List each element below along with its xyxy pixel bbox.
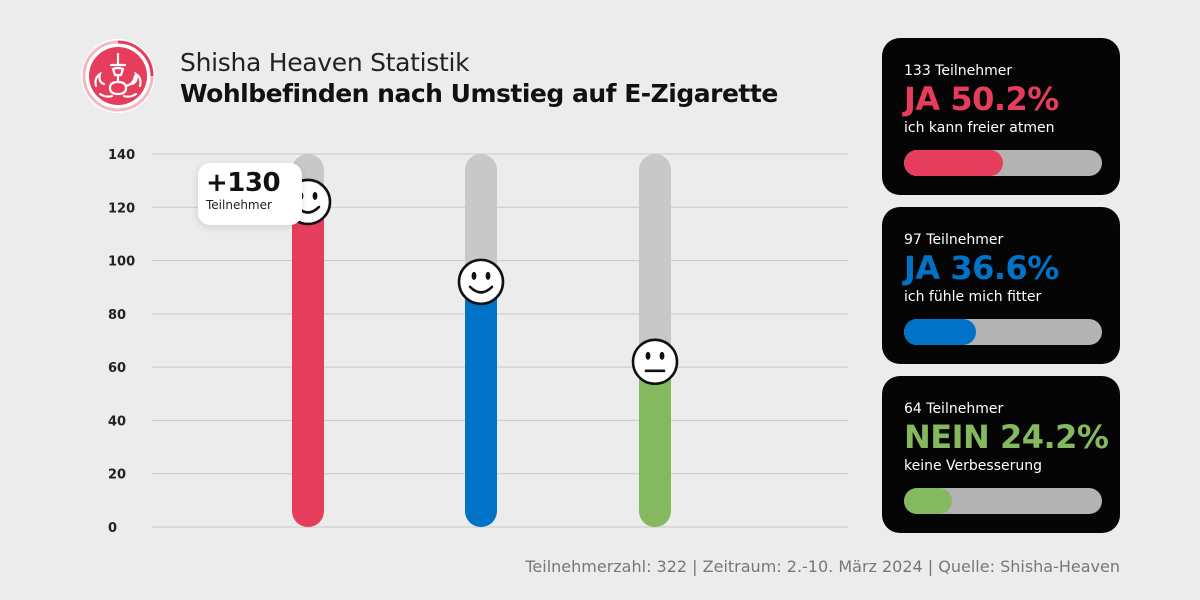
progress-track: [904, 488, 1102, 514]
progress-track: [904, 150, 1102, 176]
smiley-neutral-icon: [631, 338, 679, 386]
progress-fill: [904, 319, 977, 345]
footer-source: Teilnehmerzahl: 322 | Zeitraum: 2.-10. M…: [525, 557, 1120, 576]
result-card-1: 133 Teilnehmer JA 50.2% ich kann freier …: [882, 38, 1120, 195]
y-tick-label: 20: [108, 468, 126, 483]
progress-fill: [904, 150, 1004, 176]
callout-label: Teilnehmer: [206, 198, 272, 212]
callout-value: +130: [206, 168, 281, 198]
smiley-happy-icon: [457, 258, 505, 306]
y-tick-label: 0: [108, 521, 117, 536]
bar-chart: 0 20 40 60 80 100 120 140: [108, 148, 848, 536]
card-description: ich fühle mich fitter: [904, 289, 1042, 305]
shisha-logo-icon: [81, 39, 155, 113]
result-card-2: 97 Teilnehmer JA 36.6% ich fühle mich fi…: [882, 207, 1120, 364]
bar-3: [639, 361, 671, 527]
progress-track: [904, 319, 1102, 345]
card-count: 133 Teilnehmer: [904, 63, 1013, 79]
y-tick-label: 120: [108, 201, 135, 216]
result-card-3: 64 Teilnehmer NEIN 24.2% keine Verbesser…: [882, 376, 1120, 533]
y-tick-label: 80: [108, 308, 126, 323]
participants-callout: +130 Teilnehmer: [198, 163, 302, 225]
card-answer: JA 36.6%: [904, 249, 1059, 287]
page-title: Shisha Heaven Statistik: [180, 48, 470, 77]
card-description: ich kann freier atmen: [904, 120, 1055, 136]
card-answer: JA 50.2%: [904, 80, 1059, 118]
y-tick-label: 140: [108, 148, 135, 163]
bar-2: [465, 281, 497, 527]
y-tick-label: 40: [108, 414, 126, 429]
card-answer: NEIN 24.2%: [904, 418, 1109, 456]
card-count: 97 Teilnehmer: [904, 232, 1004, 248]
progress-fill: [904, 488, 952, 514]
card-count: 64 Teilnehmer: [904, 401, 1004, 417]
header: Shisha Heaven Statistik Wohlbefinden nac…: [180, 48, 778, 108]
page-subtitle: Wohlbefinden nach Umstieg auf E-Zigarett…: [180, 79, 778, 108]
y-tick-label: 60: [108, 361, 126, 376]
y-tick-label: 100: [108, 255, 135, 270]
bar-1: [292, 201, 324, 527]
card-description: keine Verbesserung: [904, 458, 1042, 474]
